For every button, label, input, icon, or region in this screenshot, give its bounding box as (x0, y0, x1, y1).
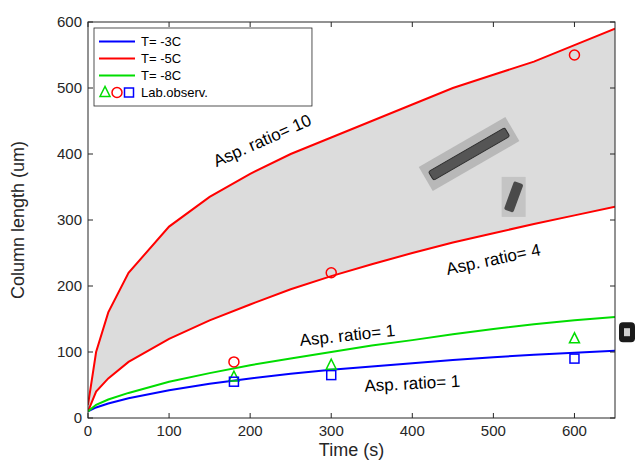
data-point (229, 371, 239, 381)
y-tick (88, 88, 93, 89)
x-tick-label: 0 (84, 422, 92, 439)
x-tick (331, 413, 332, 418)
legend-label: T= -3C (141, 34, 181, 49)
x-tick (412, 413, 413, 418)
crystal-body (428, 128, 509, 181)
x-tick (88, 413, 89, 418)
y-tick (88, 418, 93, 419)
data-group (88, 29, 615, 412)
data-point (569, 50, 579, 60)
legend-swatch (99, 75, 135, 77)
annotation: Asp. ratio= 1 (364, 372, 461, 396)
legend-box (94, 28, 312, 106)
y-tick (610, 220, 615, 221)
x-tick (169, 22, 170, 27)
x-tick (574, 22, 575, 27)
legend-label: T= -8C (141, 68, 181, 83)
x-tick (331, 22, 332, 27)
data-point (570, 354, 579, 363)
y-tick-label: 0 (74, 409, 82, 426)
data-point (326, 268, 336, 278)
x-tick (169, 413, 170, 418)
y-tick-label: 600 (57, 13, 82, 30)
legend-swatch (99, 41, 135, 43)
crystal-photo (502, 177, 526, 217)
y-tick (88, 352, 93, 353)
x-tick-label: 500 (481, 422, 506, 439)
legend-swatch (100, 87, 110, 97)
legend-swatch (112, 88, 122, 98)
axes: 0 100 200 300 400 500 600 0 100 200 300 400 500 600 (57, 13, 615, 439)
crystal-image (619, 322, 635, 342)
y-tick (88, 154, 93, 155)
legend-label: T= -5C (141, 51, 181, 66)
x-tick (574, 413, 575, 418)
x-tick (250, 22, 251, 27)
y-tick (88, 220, 93, 221)
y-tick-label: 200 (57, 277, 82, 294)
crystal-body (619, 322, 635, 342)
y-tick (610, 88, 615, 89)
crystal-images (419, 117, 635, 342)
x-tick-label: 600 (562, 422, 587, 439)
legend-swatch (99, 58, 135, 60)
x-tick (412, 22, 413, 27)
y-tick (610, 154, 615, 155)
annotation: Asp. ratio= 1 (299, 321, 396, 350)
annotation: Asp. ratio= 10 (210, 111, 314, 171)
x-tick-label: 300 (319, 422, 344, 439)
chart: 0 100 200 300 400 500 600 0 100 200 300 400 500 600 Ti… (0, 0, 640, 467)
data-point (326, 359, 336, 369)
data-point (327, 371, 336, 380)
y-tick-label: 500 (57, 79, 82, 96)
crystal-center (624, 328, 630, 336)
x-tick-label: 400 (400, 422, 425, 439)
x-tick (250, 413, 251, 418)
x-tick (493, 22, 494, 27)
y-tick (88, 22, 93, 23)
shaded-range (88, 29, 615, 412)
series-line (88, 207, 615, 412)
crystal-body (504, 181, 524, 213)
legend-swatch (125, 88, 134, 97)
legend-label: Lab.observ. (141, 85, 208, 100)
series-line (88, 317, 615, 411)
y-tick-label: 300 (57, 211, 82, 228)
data-point (229, 377, 238, 386)
y-tick (610, 22, 615, 23)
crystal-image (502, 177, 526, 217)
x-tick (493, 413, 494, 418)
y-tick (88, 286, 93, 287)
annotation: Asp. ratio= 4 (444, 240, 542, 279)
x-axis-title: Time (s) (319, 440, 384, 460)
y-tick-label: 100 (57, 343, 82, 360)
series-line (88, 351, 615, 412)
y-tick (610, 352, 615, 353)
data-point (569, 333, 579, 343)
y-tick (610, 418, 615, 419)
y-tick-label: 400 (57, 145, 82, 162)
plot-frame (88, 22, 615, 418)
x-tick-label: 100 (157, 422, 182, 439)
y-tick (610, 286, 615, 287)
data-point (229, 357, 239, 367)
legend: T= -3C T= -5C T= -8C Lab.observ. (94, 28, 312, 106)
x-tick-label: 200 (238, 422, 263, 439)
plot-background (88, 22, 615, 418)
x-tick (88, 22, 89, 27)
y-axis-title: Column length (um) (8, 141, 28, 299)
